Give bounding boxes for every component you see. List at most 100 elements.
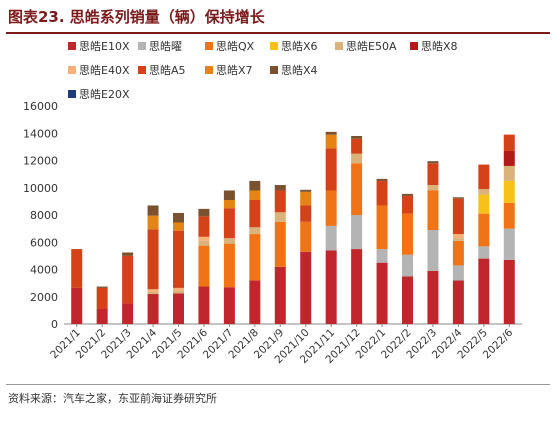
bar-segment [478,194,490,214]
bar-segment [503,228,515,260]
bar-segment [427,190,439,230]
bar-segment [147,215,159,230]
legend-label: 思皓QX [216,40,255,53]
bar-segment [147,205,159,216]
bar-segment [351,135,363,139]
bar-segment [478,164,490,190]
bar-segment [249,180,261,191]
bar-segment [503,134,515,151]
y-tick-label: 4000 [30,264,58,277]
legend-swatch [68,42,76,50]
bar-segment [376,249,388,263]
legend-label: 思皓X4 [281,64,318,77]
bar-segment [173,212,184,223]
bar-segment [249,200,261,228]
bar-segment [376,180,388,206]
legend-swatch [410,42,418,50]
bar-segment [147,229,159,290]
bar-segment [198,208,210,217]
legend-swatch [68,66,76,74]
legend-swatch [138,42,146,50]
bar-segment [96,286,108,288]
legend-label: 思皓曜 [149,40,182,53]
legend-label: 思皓E20X [79,88,130,101]
legend-swatch [205,66,213,74]
bar-segment [376,205,388,250]
bar-segment [147,294,159,324]
bar-segment [122,255,134,304]
legend-swatch [68,90,76,98]
bar-segment [173,293,184,324]
bar-segment [325,225,337,251]
chart-title: 图表23. 思皓系列销量（辆）保持增长 [8,8,265,26]
legend-label: 思皓X8 [421,40,458,53]
bar-segment [223,238,235,244]
bar-segment [173,230,184,288]
bar-segment [71,249,83,288]
bar-segment [325,134,337,149]
legend-item: 思皓A5 [138,64,186,77]
bar-segment [173,222,184,231]
bar-segment [274,185,286,191]
bar-segment [503,180,515,203]
legend-item: 思皓X4 [270,64,318,77]
legend-label: 思皓X6 [281,40,318,53]
y-tick-label: 8000 [30,209,58,222]
legend-item: 思皓X7 [205,64,253,77]
bar-segment [427,185,439,191]
bar-segment [351,249,363,324]
axes: 0200040006000800010000120001400016000202… [23,100,522,366]
bar-segment [249,280,261,324]
bar-segment [452,280,464,324]
bar-segment [402,195,413,214]
bar-segment [198,240,210,246]
bar-segment [96,287,108,310]
legend-item: 思皓E50A [335,40,397,53]
bar-segment [427,161,439,164]
bar-segment [402,193,413,196]
legend-item: 思皓曜 [138,40,182,53]
bar-segment [198,245,210,287]
bar-segment [249,190,261,201]
legend-item: 思皓X6 [270,40,318,53]
legend-label: 思皓A5 [149,64,186,77]
legend-item: 思皓QX [205,40,255,53]
bar-segment [300,189,312,192]
bar-segment [503,150,515,166]
bar-segment [122,252,134,256]
bar-segment [503,202,515,229]
bar-segment [300,221,312,252]
bar-segment [325,131,337,135]
bar-segment [376,262,388,324]
bar-segment [198,236,210,241]
bar-segment [427,163,439,186]
bar-segment [452,197,464,199]
y-tick-label: 14000 [23,127,58,140]
legend-swatch [138,66,146,74]
bar-segment [376,178,388,181]
bar-segment [478,258,490,324]
bar-segment [274,212,286,222]
bar-segment [300,191,312,206]
bar-segment [122,303,134,324]
bar-segment [223,208,235,239]
bar-segment [351,153,363,164]
y-tick-label: 16000 [23,100,58,113]
legend-label: 思皓E50A [346,40,397,53]
legend-swatch [335,42,343,50]
bar-segment [325,190,337,226]
bars [71,131,515,324]
legend-swatch [205,42,213,50]
bar-segment [503,165,515,181]
source-divider [6,384,550,385]
bar-segment [147,289,159,292]
bar-segment [452,240,464,266]
bar-segment [452,234,464,239]
bar-segment [427,229,439,271]
legend-label: 思皓E40X [79,64,130,77]
bar-segment [325,148,337,191]
bar-segment [351,138,363,154]
bar-segment [452,198,464,235]
y-tick-label: 12000 [23,155,58,168]
bar-segment [452,265,464,281]
